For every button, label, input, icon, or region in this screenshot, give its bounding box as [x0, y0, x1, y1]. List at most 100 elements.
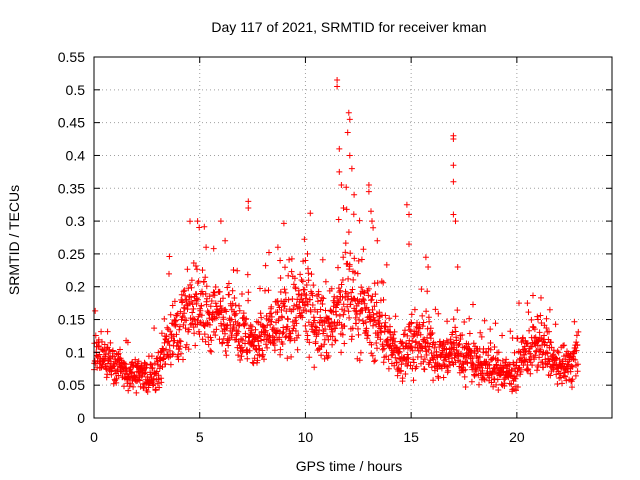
data-point — [355, 300, 362, 307]
data-point — [153, 368, 160, 375]
data-point — [371, 303, 378, 310]
data-point — [162, 361, 169, 367]
data-point — [356, 316, 363, 323]
data-point — [386, 315, 393, 322]
data-point — [310, 314, 317, 321]
data-point — [127, 380, 134, 387]
data-point — [149, 364, 156, 371]
data-point — [121, 383, 127, 390]
data-point — [179, 313, 186, 320]
data-point — [513, 372, 520, 379]
data-point — [125, 387, 132, 394]
data-point — [189, 309, 196, 316]
data-point — [336, 289, 343, 296]
data-point — [351, 269, 358, 276]
data-point — [239, 291, 245, 297]
data-point — [166, 253, 173, 260]
data-point — [426, 318, 433, 325]
data-point — [236, 302, 242, 309]
data-point — [226, 291, 233, 298]
data-point — [318, 343, 325, 350]
data-point — [565, 361, 572, 368]
data-point — [322, 326, 329, 333]
data-point — [171, 298, 178, 305]
data-point — [371, 317, 378, 324]
data-point — [383, 339, 390, 346]
data-point — [188, 284, 195, 291]
data-point — [365, 188, 372, 195]
data-point — [477, 329, 484, 336]
data-point — [254, 357, 261, 364]
data-point — [445, 367, 452, 374]
x-axis-label: GPS time / hours — [296, 458, 403, 474]
data-point — [182, 325, 189, 332]
data-point — [231, 312, 238, 319]
data-point — [525, 309, 532, 316]
data-point — [432, 341, 439, 348]
data-point — [121, 360, 128, 367]
data-point — [115, 350, 122, 357]
data-point — [446, 358, 452, 365]
data-point — [176, 323, 183, 330]
data-point — [336, 297, 343, 304]
data-point — [360, 246, 367, 253]
data-point — [355, 325, 361, 332]
data-point — [425, 346, 432, 353]
data-point — [249, 332, 256, 339]
data-point — [574, 368, 581, 375]
data-point — [487, 340, 494, 346]
data-point — [280, 220, 287, 227]
data-point — [151, 325, 158, 332]
data-point — [183, 341, 190, 348]
data-point — [306, 354, 313, 361]
data-point — [206, 321, 213, 328]
data-point — [521, 351, 528, 358]
data-point — [158, 379, 165, 386]
data-point — [462, 384, 469, 390]
data-point — [431, 344, 438, 351]
data-point — [257, 333, 264, 340]
data-point — [229, 287, 236, 294]
y-tick-label: 0.25 — [58, 246, 85, 262]
data-point — [365, 292, 372, 299]
data-point — [365, 285, 372, 292]
grid-lines — [94, 57, 612, 418]
data-point — [109, 347, 116, 354]
data-point — [265, 287, 272, 294]
data-point — [141, 370, 148, 377]
data-point — [345, 275, 352, 282]
data-point — [264, 344, 271, 351]
data-point — [202, 274, 209, 281]
data-point — [456, 340, 463, 347]
data-point — [165, 338, 172, 345]
data-point — [103, 366, 110, 373]
data-point — [535, 316, 541, 323]
data-point — [466, 315, 473, 322]
data-point — [201, 223, 208, 230]
data-point — [336, 145, 343, 152]
data-point — [317, 306, 324, 313]
data-point — [316, 327, 323, 333]
data-point — [532, 341, 539, 348]
data-point — [100, 358, 107, 365]
data-point — [343, 290, 350, 297]
data-point — [370, 322, 376, 329]
data-point — [223, 308, 230, 315]
data-point — [461, 344, 468, 351]
data-point — [331, 293, 338, 300]
data-point — [410, 333, 417, 340]
data-point — [358, 284, 365, 291]
data-point — [207, 347, 214, 354]
data-point — [450, 211, 457, 218]
data-point — [372, 357, 379, 364]
data-point — [514, 384, 521, 390]
data-point — [268, 310, 275, 317]
data-point — [357, 349, 364, 356]
data-point — [144, 388, 151, 395]
x-tick-label: 15 — [403, 429, 419, 445]
data-point — [201, 278, 207, 285]
data-point — [461, 319, 468, 325]
data-point — [287, 335, 294, 342]
data-point — [177, 343, 184, 350]
data-point — [335, 264, 341, 271]
